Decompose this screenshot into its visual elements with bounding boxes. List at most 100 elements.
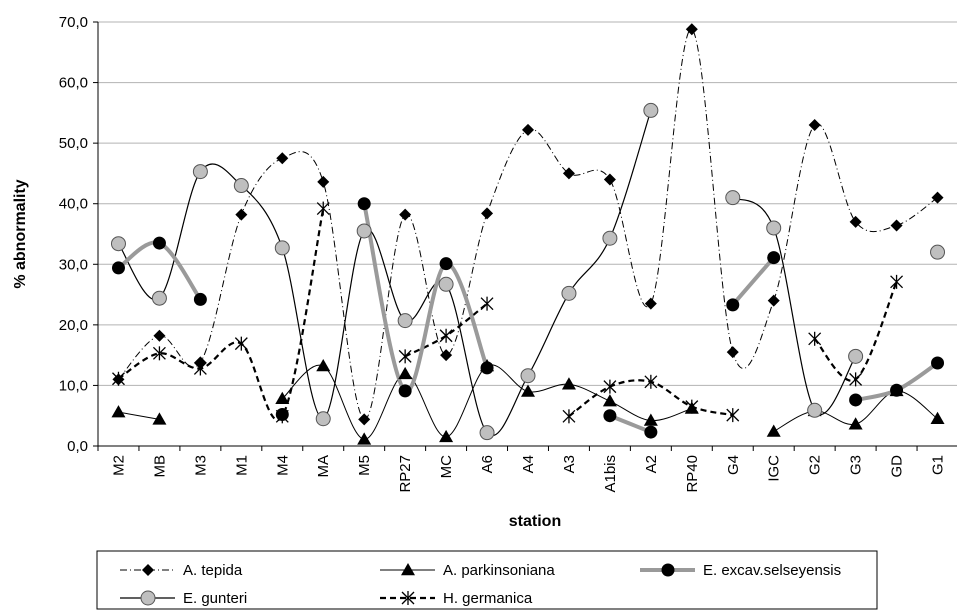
x-tick-label: A6 [479, 455, 496, 473]
x-tick-label: G1 [930, 455, 947, 475]
point-a-parkinsoniana [316, 359, 331, 372]
point-a-tepida [440, 349, 453, 362]
point-a-tepida [153, 329, 166, 342]
point-h-germanica [726, 408, 740, 423]
x-tick-label: M2 [110, 455, 127, 476]
point-e-gunteri [397, 313, 413, 329]
point-h-germanica [234, 336, 248, 351]
legend-marker-e-gunteri [140, 590, 156, 606]
gridlines [93, 21, 957, 447]
point-a-parkinsoniana [275, 391, 290, 405]
y-tick-label: 40,0 [59, 196, 88, 213]
x-tick-label: IGC [766, 455, 783, 482]
point-e-excav-selseyensis [152, 236, 166, 250]
x-tick-label: MC [438, 455, 455, 478]
point-a-parkinsoniana [766, 424, 781, 437]
legend-marker-a-tepida [142, 564, 154, 576]
legend-label-h-germanica: H. germanica [443, 590, 533, 607]
point-h-germanica [644, 374, 658, 389]
series-line-a-tepida [118, 28, 938, 420]
point-e-gunteri [766, 220, 782, 236]
x-tick-label: M3 [192, 455, 209, 476]
x-tick-label: A4 [520, 455, 537, 473]
y-tick-labels: 0,0 10,0 20,0 30,0 40,0 50,0 60,0 70,0 [59, 14, 88, 455]
point-e-gunteri [315, 411, 331, 427]
point-a-parkinsoniana [521, 384, 535, 397]
point-a-tepida [399, 208, 412, 221]
point-e-gunteri [520, 368, 536, 384]
point-a-parkinsoniana [439, 429, 454, 443]
point-e-excav-selseyensis [931, 356, 945, 370]
y-tick-label: 10,0 [59, 377, 88, 394]
point-a-parkinsoniana [561, 377, 576, 390]
series-line-h-germanica [117, 208, 325, 421]
point-e-gunteri [725, 190, 741, 206]
point-e-gunteri [233, 178, 249, 194]
point-a-tepida [849, 215, 862, 228]
x-tick-label: MA [315, 455, 332, 478]
point-e-excav-selseyensis [357, 197, 371, 211]
point-e-excav-selseyensis [726, 298, 740, 312]
point-h-germanica [562, 409, 576, 424]
point-e-gunteri [438, 276, 454, 292]
x-tick-label: RP27 [397, 455, 414, 493]
point-h-germanica [808, 331, 822, 346]
point-a-parkinsoniana [602, 394, 617, 407]
point-a-tepida [644, 297, 657, 310]
point-a-tepida [522, 123, 534, 136]
x-tick-labels: M2 MB M3 M1 M4 MA M5 RP27 MC A6 A4 A3 A1bis A2 RP40 G4 I… [97, 446, 947, 493]
y-axis-title: % abnormality [12, 179, 29, 288]
legend: A. tepida A. parkinsoniana E. excav.selsey… [96, 550, 878, 610]
point-h-germanica [685, 399, 699, 414]
point-a-tepida [358, 413, 371, 426]
x-tick-label: M1 [233, 455, 250, 476]
legend-box [96, 550, 878, 610]
point-e-excav-selseyensis [111, 261, 125, 275]
point-a-tepida [481, 207, 494, 220]
y-tick-label: 30,0 [59, 256, 88, 273]
point-e-excav-selseyensis [603, 409, 617, 423]
point-e-gunteri [643, 102, 659, 118]
point-e-gunteri [151, 290, 167, 306]
point-a-tepida [603, 173, 616, 186]
point-h-germanica [193, 361, 207, 376]
x-tick-label: A1bis [602, 455, 619, 493]
point-e-gunteri [848, 348, 864, 364]
point-h-germanica [316, 201, 330, 216]
point-h-germanica [112, 371, 125, 386]
point-e-excav-selseyensis [767, 251, 781, 265]
legend-label-a-parkinsoniana: A. parkinsoniana [443, 562, 555, 579]
x-tick-label: RP40 [684, 455, 701, 493]
point-a-tepida [235, 208, 248, 221]
point-e-excav-selseyensis [890, 383, 904, 397]
x-tick-label: A3 [561, 455, 578, 473]
series-line-a-parkinsoniana [118, 411, 160, 420]
point-e-gunteri [479, 425, 495, 441]
point-e-gunteri [192, 164, 208, 180]
series-line-e-gunteri [117, 110, 652, 437]
point-a-parkinsoniana [398, 366, 413, 380]
point-e-gunteri [356, 223, 372, 239]
point-h-germanica [152, 346, 166, 361]
x-tick-label: G4 [725, 455, 742, 475]
point-a-tepida [808, 118, 821, 131]
point-a-tepida [562, 167, 575, 180]
point-e-gunteri [110, 236, 126, 252]
point-a-parkinsoniana [357, 432, 372, 445]
point-a-parkinsoniana [111, 405, 126, 418]
point-e-excav-selseyensis [480, 361, 494, 375]
x-tick-label: M4 [274, 455, 291, 476]
point-h-germanica [480, 296, 494, 311]
point-e-excav-selseyensis [849, 393, 863, 407]
y-tick-label: 70,0 [59, 14, 88, 31]
y-tick-label: 50,0 [59, 135, 88, 152]
legend-label-e-gunteri: E. gunteri [183, 590, 247, 607]
point-e-gunteri [602, 230, 618, 246]
plot-series [110, 23, 946, 445]
point-e-excav-selseyensis [439, 257, 453, 271]
point-h-germanica [603, 379, 617, 394]
series-line-e-gunteri [732, 197, 857, 415]
point-a-tepida [685, 23, 698, 36]
point-a-parkinsoniana [848, 417, 863, 430]
